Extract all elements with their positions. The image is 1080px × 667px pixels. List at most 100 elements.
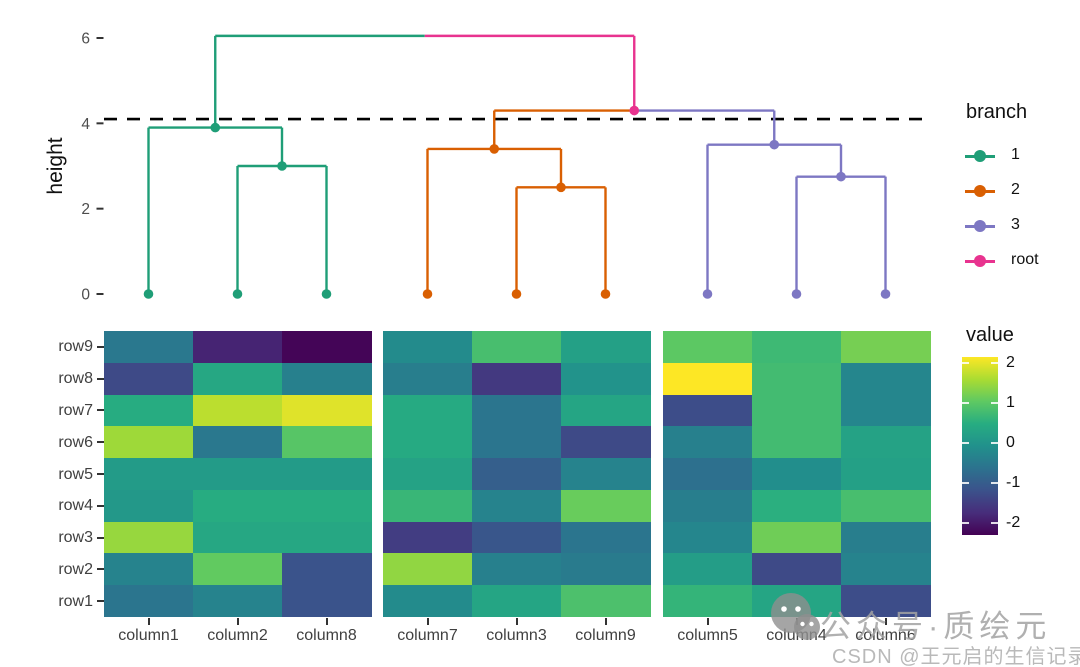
- y-tick-label: 2: [81, 201, 90, 218]
- dendrogram-node-dot: [769, 139, 780, 150]
- heatmap-cell: [282, 585, 372, 618]
- heatmap-cell: [472, 458, 562, 491]
- heatmap-cell: [104, 585, 194, 618]
- heatmap-cell: [104, 521, 194, 554]
- dendrogram-node-dot: [556, 182, 566, 193]
- heatmap-cell: [841, 489, 931, 523]
- heatmap-cell: [561, 585, 651, 618]
- y-tick-label: 0: [81, 287, 90, 304]
- y-tick-label: 4: [81, 116, 90, 133]
- dendrogram-leaf-dot: [600, 289, 611, 299]
- row-label: row4: [58, 497, 93, 515]
- heatmap-cell: [193, 553, 283, 586]
- column-label: column5: [677, 627, 738, 644]
- heatmap-cell: [104, 331, 194, 364]
- heatmap-cell: [752, 394, 842, 427]
- colorbar-tick-left: [962, 522, 969, 524]
- column-tick: [795, 618, 798, 625]
- legend-key-dot: [974, 185, 986, 197]
- legend-key-dot: [974, 150, 986, 162]
- heatmap-cell: [193, 458, 283, 491]
- heatmap-cell: [841, 521, 931, 554]
- row-tick: [96, 377, 104, 380]
- colorbar-tick-left: [962, 442, 969, 444]
- column-label: column6: [855, 627, 916, 644]
- heatmap-cell: [841, 331, 931, 364]
- colorbar-tick-left: [962, 402, 969, 404]
- row-label: row5: [58, 465, 93, 483]
- heatmap-cell: [472, 394, 562, 427]
- heatmap-cell: [104, 489, 194, 523]
- heatmap-cell: [193, 521, 283, 554]
- column-label: column9: [575, 627, 636, 644]
- row-label: row9: [58, 338, 93, 356]
- dendrogram-node-dot: [836, 171, 846, 182]
- heatmap-cell: [561, 362, 651, 396]
- column-tick: [426, 618, 429, 625]
- heatmap-cell: [663, 458, 753, 491]
- heatmap-cell: [841, 426, 931, 459]
- row-tick: [96, 504, 104, 507]
- heatmap-cell: [561, 521, 651, 554]
- dendrogram-leaf-dot: [511, 289, 522, 299]
- column-tick: [884, 618, 887, 625]
- column-label: column7: [397, 627, 458, 644]
- colorbar-tick-left: [962, 482, 969, 484]
- heatmap-cell: [193, 362, 283, 396]
- row-label: row1: [58, 592, 93, 610]
- legend-item-label: 1: [1011, 146, 1020, 163]
- heatmap-cell: [104, 458, 194, 491]
- heatmap-cell: [663, 585, 753, 618]
- column-tick: [604, 618, 607, 625]
- heatmap-cell: [282, 362, 372, 396]
- branch-legend-item: 3: [956, 209, 1080, 244]
- dendrogram-leaf-dot: [880, 289, 891, 299]
- dendrogram-leaf-dot: [702, 289, 713, 299]
- row-label: row8: [58, 370, 93, 388]
- column-tick: [147, 618, 150, 625]
- heatmap-cell: [663, 362, 753, 396]
- column-label: column3: [486, 627, 547, 644]
- heatmap-cell: [561, 489, 651, 523]
- heatmap-cell: [104, 426, 194, 459]
- legend-item-label: root: [1011, 251, 1039, 268]
- dendrogram-node-dot: [629, 105, 640, 116]
- heatmap-cell: [193, 585, 283, 618]
- heatmap-cell: [752, 331, 842, 364]
- legend-key-dot: [974, 255, 986, 267]
- heatmap-cell: [841, 458, 931, 491]
- heatmap-cell: [472, 426, 562, 459]
- heatmap-cell: [561, 331, 651, 364]
- heatmap-cell: [841, 585, 931, 618]
- heatmap-cell: [282, 394, 372, 427]
- heatmap-cell: [104, 394, 194, 427]
- heatmap-cell: [752, 553, 842, 586]
- heatmap-cell: [383, 489, 473, 523]
- dendrogram-leaf-dot: [321, 289, 332, 299]
- y-tick-label: 6: [81, 31, 90, 48]
- colorbar-tick-label: 0: [1006, 433, 1015, 451]
- row-label: row7: [58, 401, 93, 419]
- row-tick: [96, 441, 104, 444]
- dendrogram-leaf-dot: [422, 289, 433, 299]
- heatmap-cell: [472, 585, 562, 618]
- legend-key-dot: [974, 220, 986, 232]
- branch-legend-item: 2: [956, 174, 1080, 209]
- heatmap-cell: [663, 331, 753, 364]
- dendrogram-plot: 0 2 4 6 height: [44, 31, 927, 304]
- heatmap-cell: [383, 553, 473, 586]
- branch-legend-item: 1: [956, 139, 1080, 174]
- dendrogram-leaf-dot: [791, 289, 802, 299]
- colorbar: [962, 357, 998, 535]
- colorbar-tick-right: [991, 402, 998, 404]
- heatmap-cell: [561, 426, 651, 459]
- heatmap-cell: [193, 489, 283, 523]
- heatmap-cell: [282, 331, 372, 364]
- value-legend-title: value: [966, 324, 1014, 346]
- branch-legend-title: branch: [966, 101, 1028, 123]
- heatmap-cell: [193, 426, 283, 459]
- heatmap-cell: [282, 553, 372, 586]
